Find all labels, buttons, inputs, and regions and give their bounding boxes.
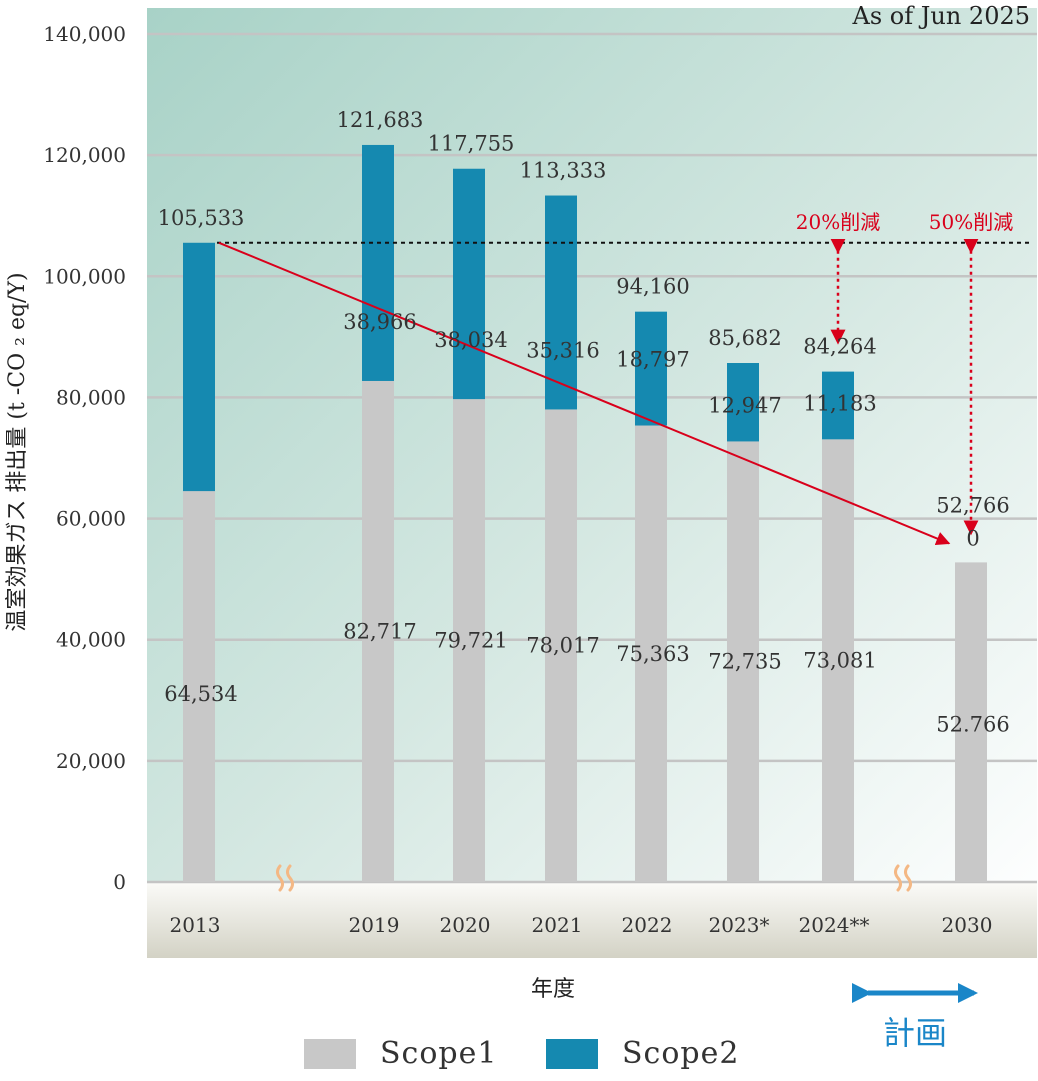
y-tick-label: 40,000 (56, 628, 126, 652)
axis-break-icon (904, 864, 912, 892)
scope1-label: 52.766 (936, 713, 1009, 737)
legend-item-scope2: Scope2 (546, 1036, 739, 1071)
scope1-label: 73,081 (803, 649, 876, 673)
legend-label-scope2: Scope2 (622, 1036, 740, 1071)
scope1-label: 75,363 (616, 642, 689, 666)
legend-swatch-scope1 (304, 1038, 356, 1069)
scope1-label: 72,735 (708, 650, 781, 674)
x-tick-labels: 2013 2019 2020 2021 2022 2023* 2024** 2030 (170, 913, 993, 937)
bar-scope1 (545, 409, 577, 882)
total-label: 84,264 (803, 335, 876, 359)
x-axis-title: 年度 (531, 977, 575, 1002)
legend-item-scope1: Scope1 (304, 1036, 497, 1071)
bar-scope1 (183, 491, 215, 882)
bar-scope1 (453, 399, 485, 882)
trend-arrow (218, 241, 951, 546)
scope1-label: 64,534 (164, 682, 237, 706)
scope2-label: 11,183 (803, 391, 876, 415)
reference-lines: 20%削減 50%削減 (217, 210, 1030, 546)
bar-scope2 (545, 195, 577, 410)
y-tick-label: 80,000 (56, 385, 126, 409)
axis-breaks (276, 864, 912, 892)
bar-scope2 (183, 242, 215, 492)
plan-label: 計画 (883, 1014, 948, 1052)
total-label: 85,682 (708, 326, 781, 350)
total-label: 121,683 (337, 108, 424, 132)
bar-scope2 (822, 371, 854, 440)
axis-break-icon (286, 864, 294, 892)
value-labels: 105,533 64,534 121,683 38,966 82,717 117,755 3… (158, 108, 1010, 737)
axis-floor-band (147, 882, 1037, 958)
total-label: 94,160 (616, 275, 689, 299)
axis-break-icon (276, 864, 284, 892)
scope2-label: 12,947 (708, 393, 781, 417)
x-tick-label: 2013 (170, 913, 221, 937)
x-tick-label: 2020 (440, 913, 491, 937)
scope2-label: 0 (966, 526, 979, 550)
plot-background (147, 8, 1037, 882)
x-tick-label: 2023* (709, 913, 770, 937)
y-axis-title: 温室効果ガス 排出量 (t -CO ₂ eq/Y) (5, 272, 30, 631)
x-tick-label: 2022 (622, 913, 673, 937)
bars (183, 144, 987, 882)
bar-scope1 (362, 380, 394, 882)
y-tick-label: 0 (113, 870, 126, 894)
bar-scope1 (955, 562, 987, 882)
bar-scope2 (362, 144, 394, 381)
scope2-label: 35,316 (526, 338, 599, 362)
legend-label-scope1: Scope1 (380, 1036, 498, 1071)
total-label: 52,766 (936, 493, 1009, 517)
bar-scope2 (635, 311, 667, 426)
scope2-label: 18,797 (616, 348, 689, 372)
y-tick-label: 140,000 (43, 22, 126, 46)
bar-scope2 (453, 168, 485, 400)
y-tick-label: 20,000 (56, 749, 126, 773)
y-tick-labels: 0 20,000 40,000 60,000 80,000 100,000 120,000 1… (43, 22, 126, 894)
scope1-label: 78,017 (526, 634, 599, 658)
as-of-note: As of Jun 2025 (852, 2, 1030, 30)
scope2-label: 38,966 (343, 310, 416, 334)
y-tick-label: 100,000 (43, 264, 126, 288)
legend: Scope1 Scope2 (0, 1036, 1038, 1076)
x-tick-label: 2030 (942, 913, 993, 937)
axis-break-icon (894, 864, 902, 892)
scope1-label: 82,717 (343, 619, 416, 643)
reduction-label: 50%削減 (929, 210, 1013, 234)
bar-scope2 (727, 363, 759, 442)
total-label: 117,755 (428, 132, 515, 156)
legend-swatch-scope2 (546, 1038, 598, 1069)
y-tick-label: 60,000 (56, 507, 126, 531)
scope1-label: 79,721 (434, 629, 507, 653)
bar-scope1 (822, 439, 854, 882)
total-label: 105,533 (158, 206, 245, 230)
x-tick-label: 2019 (349, 913, 400, 937)
y-tick-label: 120,000 (43, 143, 126, 167)
bar-scope1 (635, 425, 667, 882)
x-tick-label: 2021 (532, 913, 583, 937)
bar-scope1 (727, 441, 759, 882)
scope2-label: 38,034 (434, 328, 507, 352)
x-tick-label: 2024** (799, 913, 870, 937)
total-label: 113,333 (520, 159, 607, 183)
reduction-label: 20%削減 (796, 210, 880, 234)
